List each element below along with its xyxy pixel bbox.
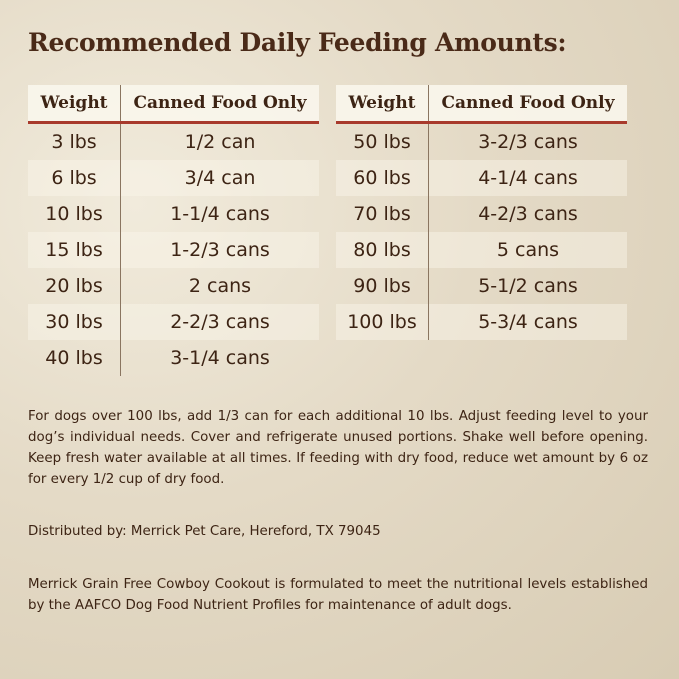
table-row: 90 lbs 5-1/2 cans [336, 268, 627, 304]
table-row: 100 lbs 5-3/4 cans [336, 304, 627, 340]
weight-cell: 3 lbs [28, 122, 121, 160]
table-row: 80 lbs 5 cans [336, 232, 627, 268]
weight-cell: 15 lbs [28, 232, 121, 268]
column-header: Weight [336, 85, 429, 124]
table-row: 15 lbs 1-2/3 cans [28, 232, 319, 268]
amount-cell: 1-1/4 cans [170, 203, 270, 225]
weight-cell: 70 lbs [336, 196, 429, 232]
header-row: Weight Canned Food Only [28, 85, 319, 124]
table-row: 20 lbs 2 cans [28, 268, 319, 304]
weight-cell: 20 lbs [28, 268, 121, 304]
weight-cell: 100 lbs [336, 304, 429, 340]
column-header: Weight [28, 85, 121, 124]
amount-cell: 5 cans [428, 232, 627, 268]
feeding-table: Weight Canned Food Only 3 lbs 1/2 can 6 lbs 3… [28, 85, 319, 376]
table-row: 30 lbs 2-2/3 cans [28, 304, 319, 340]
amount-cell: 3-2/3 cans [478, 131, 578, 153]
statement: Merrick Grain Free Cowboy Cookout is for… [28, 577, 648, 613]
table-row: 60 lbs 4-1/4 cans [336, 160, 627, 196]
table-row: 50 lbs 3-2/3 cans [336, 122, 627, 160]
column-header: Canned Food Only [428, 85, 627, 124]
title: Recommended Daily Feeding Amounts: [28, 28, 567, 57]
table-row: 3 lbs 1/2 can [28, 122, 319, 160]
amount-cell: 4-1/4 cans [428, 160, 627, 196]
weight-cell: 90 lbs [336, 268, 429, 304]
amount-cell: 2 cans [188, 275, 252, 297]
amount-cell: 2-2/3 cans [120, 304, 319, 340]
amount-cell: 4-2/3 cans [478, 203, 578, 225]
table-row: 70 lbs 4-2/3 cans [336, 196, 627, 232]
weight-cell: 80 lbs [336, 232, 429, 268]
distributor: Distributed by: Merrick Pet Care, Herefo… [28, 524, 381, 539]
weight-cell: 6 lbs [28, 160, 121, 196]
amount-cell: 3-1/4 cans [170, 347, 270, 369]
header-row: Weight Canned Food Only [336, 85, 627, 124]
table-row: 6 lbs 3/4 can [28, 160, 319, 196]
instructions: For dogs over 100 lbs, add 1/3 can for e… [28, 409, 648, 487]
amount-cell: 1/2 can [184, 131, 256, 153]
table-row: 10 lbs 1-1/4 cans [28, 196, 319, 232]
column-header: Canned Food Only [120, 85, 319, 124]
amount-cell: 5-3/4 cans [428, 304, 627, 340]
weight-cell: 10 lbs [28, 196, 121, 232]
amount-cell: 5-1/2 cans [478, 275, 578, 297]
weight-cell: 50 lbs [336, 122, 429, 160]
table-row: 40 lbs 3-1/4 cans [28, 340, 319, 376]
amount-cell: 1-2/3 cans [120, 232, 319, 268]
feeding-table: Weight Canned Food Only 50 lbs 3-2/3 cans 60… [336, 85, 627, 340]
weight-cell: 40 lbs [28, 340, 121, 376]
weight-cell: 60 lbs [336, 160, 429, 196]
weight-cell: 30 lbs [28, 304, 121, 340]
amount-cell: 3/4 can [120, 160, 319, 196]
